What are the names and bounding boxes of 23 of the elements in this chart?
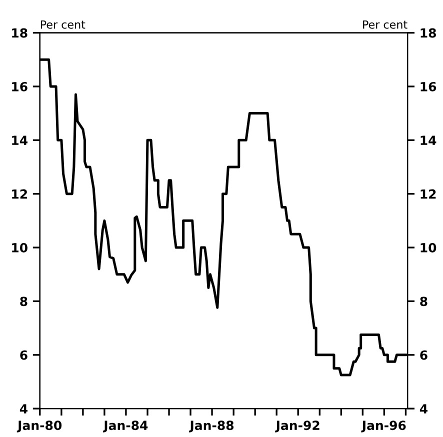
x-tick-label: Jan-96 — [361, 420, 406, 432]
y-tick-label: 18 — [12, 28, 28, 38]
y2-tick-label: 10 — [420, 243, 436, 252]
y2-tick-label: 4 — [420, 404, 428, 414]
y2-axis-title: Per cent — [363, 20, 408, 29]
y-tick-label: 6 — [20, 350, 28, 360]
y-tick-label: 16 — [12, 82, 28, 92]
y2-tick-label: 6 — [420, 350, 428, 360]
x-tick-label: Jan-84 — [102, 420, 148, 432]
x-tick-label: Jan-80 — [16, 420, 62, 432]
y-tick-label: 8 — [20, 296, 28, 306]
y-axis-title: Per cent — [40, 20, 86, 29]
y-tick-label: 14 — [12, 136, 28, 145]
y2-tick-label: 8 — [420, 296, 428, 306]
y2-tick-label: 16 — [420, 82, 436, 92]
y2-tick-label: 12 — [420, 189, 436, 199]
y2-tick-label: 14 — [420, 136, 436, 145]
x-tick-label: Jan-92 — [275, 420, 320, 432]
y-tick-label: 4 — [20, 404, 28, 414]
x-tick-label: Jan-88 — [189, 420, 234, 432]
y2-tick-label: 18 — [420, 28, 436, 38]
y-tick-label: 12 — [12, 189, 27, 199]
y-tick-label: 10 — [12, 243, 28, 252]
